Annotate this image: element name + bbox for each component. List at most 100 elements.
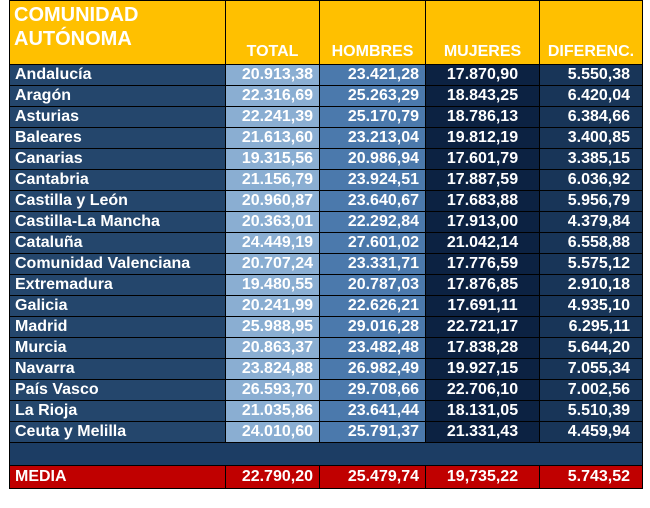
- table-row: País Vasco 26.593,70 29.708,66 22.706,10 7.0…: [9, 379, 643, 401]
- cell-hombres: 27.601,02: [319, 232, 426, 254]
- cell-total: 21.613,60: [225, 127, 320, 149]
- cell-hombres: 23.213,04: [319, 127, 426, 149]
- header-diferencia: DIFERENC.: [539, 0, 643, 65]
- cell-total: 20.960,87: [225, 190, 320, 212]
- cell-name: Canarias: [9, 148, 226, 170]
- cell-name: Navarra: [9, 358, 226, 380]
- cell-diferencia: 6.420,04: [539, 85, 643, 107]
- cell-total: 20.363,01: [225, 211, 320, 233]
- cell-hombres: 29.708,66: [319, 379, 426, 401]
- table-row: Madrid 25.988,95 29.016,28 22.721,17 6.295,1…: [9, 316, 643, 338]
- header-region: COMUNIDAD AUTÓNOMA: [9, 0, 226, 65]
- cell-total: 22.241,39: [225, 106, 320, 128]
- cell-mujeres: 17.776,59: [425, 253, 540, 275]
- table-row: Comunidad Valenciana 20.707,24 23.331,71 17…: [9, 253, 643, 275]
- cell-diferencia: 6.558,88: [539, 232, 643, 254]
- cell-name: Castilla-La Mancha: [9, 211, 226, 233]
- cell-total: 20.241,99: [225, 295, 320, 317]
- cell-name: Aragón: [9, 85, 226, 107]
- cell-mujeres: 17.887,59: [425, 169, 540, 191]
- table-row: La Rioja 21.035,86 23.641,44 18.131,05 5.510…: [9, 400, 643, 422]
- cell-hombres: 23.331,71: [319, 253, 426, 275]
- cell-mujeres: 17.913,00: [425, 211, 540, 233]
- cell-total: 25.988,95: [225, 316, 320, 338]
- cell-total: 26.593,70: [225, 379, 320, 401]
- cell-hombres: 20.787,03: [319, 274, 426, 296]
- cell-mujeres: 21.042,14: [425, 232, 540, 254]
- cell-name: Extremadura: [9, 274, 226, 296]
- cell-hombres: 25.791,37: [319, 421, 426, 443]
- cell-total: 20.707,24: [225, 253, 320, 275]
- cell-diferencia: 7.002,56: [539, 379, 643, 401]
- media-hombres: 25.479,74: [319, 465, 426, 489]
- cell-hombres: 23.640,67: [319, 190, 426, 212]
- cell-hombres: 20.986,94: [319, 148, 426, 170]
- table-row: Castilla-La Mancha 20.363,01 22.292,84 17.9…: [9, 211, 643, 233]
- cell-diferencia: 6.384,66: [539, 106, 643, 128]
- cell-mujeres: 18.131,05: [425, 400, 540, 422]
- cell-mujeres: 19.927,15: [425, 358, 540, 380]
- cell-name: Castilla y León: [9, 190, 226, 212]
- cell-mujeres: 17.876,85: [425, 274, 540, 296]
- cell-mujeres: 22.721,17: [425, 316, 540, 338]
- cell-name: Cantabria: [9, 169, 226, 191]
- cell-diferencia: 6.295,11: [539, 316, 643, 338]
- cell-name: Murcia: [9, 337, 226, 359]
- cell-name: Madrid: [9, 316, 226, 338]
- cell-diferencia: 4.935,10: [539, 295, 643, 317]
- cell-name: País Vasco: [9, 379, 226, 401]
- cell-mujeres: 18.786,13: [425, 106, 540, 128]
- cell-name: Baleares: [9, 127, 226, 149]
- cell-total: 19.480,55: [225, 274, 320, 296]
- cell-hombres: 23.482,48: [319, 337, 426, 359]
- cell-hombres: 23.421,28: [319, 64, 426, 86]
- table-row: Castilla y León 20.960,87 23.640,67 17.683,…: [9, 190, 643, 212]
- table-row: Aragón 22.316,69 25.263,29 18.843,25 6.420,0…: [9, 85, 643, 107]
- table-row: Asturias 22.241,39 25.170,79 18.786,13 6.384…: [9, 106, 643, 128]
- media-total: 22.790,20: [225, 465, 320, 489]
- table-row: Cataluña 24.449,19 27.601,02 21.042,14 6.558…: [9, 232, 643, 254]
- cell-mujeres: 19.812,19: [425, 127, 540, 149]
- cell-total: 21.035,86: [225, 400, 320, 422]
- cell-diferencia: 4.379,84: [539, 211, 643, 233]
- cell-name: Andalucía: [9, 64, 226, 86]
- media-row: MEDIA 22.790,20 25.479,74 19,735,22 5.743,52: [9, 465, 643, 489]
- table-row: Baleares 21.613,60 23.213,04 19.812,19 3.400…: [9, 127, 643, 149]
- header-total: TOTAL: [225, 0, 320, 65]
- header-mujeres: MUJERES: [425, 0, 540, 65]
- cell-total: 24.010,60: [225, 421, 320, 443]
- table-row: Navarra 23.824,88 26.982,49 19.927,15 7.055,…: [9, 358, 643, 380]
- cell-hombres: 23.924,51: [319, 169, 426, 191]
- cell-mujeres: 18.843,25: [425, 85, 540, 107]
- cell-name: Comunidad Valenciana: [9, 253, 226, 275]
- media-name: MEDIA: [9, 465, 226, 489]
- cell-mujeres: 22.706,10: [425, 379, 540, 401]
- cell-mujeres: 17.870,90: [425, 64, 540, 86]
- media-mujeres: 19,735,22: [425, 465, 540, 489]
- cell-name: Galicia: [9, 295, 226, 317]
- cell-hombres: 29.016,28: [319, 316, 426, 338]
- cell-total: 22.316,69: [225, 85, 320, 107]
- cell-hombres: 25.170,79: [319, 106, 426, 128]
- cell-name: Ceuta y Melilla: [9, 421, 226, 443]
- cell-diferencia: 7.055,34: [539, 358, 643, 380]
- cell-total: 23.824,88: [225, 358, 320, 380]
- cell-diferencia: 5.644,20: [539, 337, 643, 359]
- salary-table: COMUNIDAD AUTÓNOMA TOTAL HOMBRES MUJERES…: [9, 0, 643, 489]
- media-diferencia: 5.743,52: [539, 465, 643, 489]
- cell-total: 24.449,19: [225, 232, 320, 254]
- cell-diferencia: 5.550,38: [539, 64, 643, 86]
- cell-diferencia: 4.459,94: [539, 421, 643, 443]
- cell-mujeres: 17.601,79: [425, 148, 540, 170]
- cell-diferencia: 5.575,12: [539, 253, 643, 275]
- header-hombres: HOMBRES: [319, 0, 426, 65]
- cell-diferencia: 5.510,39: [539, 400, 643, 422]
- table-row: Galicia 20.241,99 22.626,21 17.691,11 4.935,…: [9, 295, 643, 317]
- cell-total: 21.156,79: [225, 169, 320, 191]
- cell-mujeres: 17.838,28: [425, 337, 540, 359]
- table-row: Cantabria 21.156,79 23.924,51 17.887,59 6.03…: [9, 169, 643, 191]
- cell-diferencia: 3.400,85: [539, 127, 643, 149]
- cell-mujeres: 17.691,11: [425, 295, 540, 317]
- header-row: COMUNIDAD AUTÓNOMA TOTAL HOMBRES MUJERES…: [9, 0, 643, 65]
- cell-diferencia: 3.385,15: [539, 148, 643, 170]
